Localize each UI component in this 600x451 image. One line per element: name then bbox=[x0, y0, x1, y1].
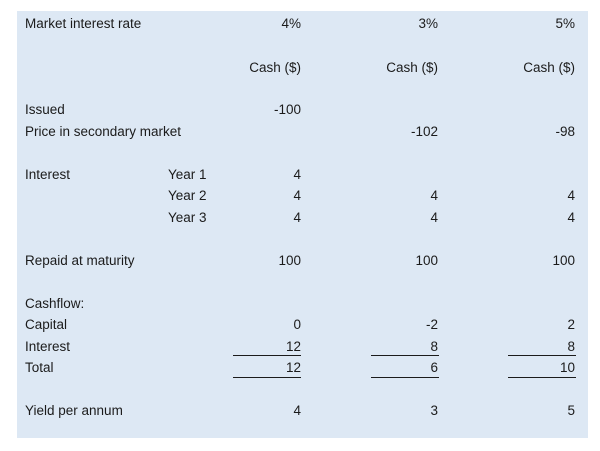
cashflow-interest-col-1: 12 bbox=[285, 339, 301, 354]
secondary-price-label: Price in secondary market bbox=[25, 124, 182, 139]
cashflow-interest-label: Interest bbox=[25, 339, 71, 354]
year-2-col-2: 4 bbox=[430, 188, 438, 203]
total-label: Total bbox=[25, 360, 54, 375]
year-3-col-2: 4 bbox=[430, 210, 438, 225]
total-top-rule bbox=[508, 355, 576, 356]
interest-label: Interest bbox=[25, 167, 71, 182]
cashflow-interest-col-2: 8 bbox=[430, 339, 438, 354]
yield-col-2: 3 bbox=[430, 403, 438, 418]
capital-label: Capital bbox=[25, 317, 68, 332]
year-2-col-1: 4 bbox=[293, 188, 301, 203]
secondary-price-col-3: -98 bbox=[555, 124, 575, 139]
year-3-col-3: 4 bbox=[567, 210, 575, 225]
repaid-col-2: 100 bbox=[415, 253, 438, 268]
bond-yield-table: Market interest rate 4% 3% 5% Cash ($) C… bbox=[17, 11, 588, 438]
capital-col-2: -2 bbox=[425, 317, 438, 332]
total-top-rule bbox=[371, 355, 439, 356]
year-1-label: Year 1 bbox=[168, 167, 207, 182]
year-2-label: Year 2 bbox=[168, 188, 207, 203]
yield-col-1: 4 bbox=[293, 403, 301, 418]
capital-col-1: 0 bbox=[293, 317, 301, 332]
cash-header-col-2: Cash ($) bbox=[386, 60, 438, 75]
cashflow-interest-col-3: 8 bbox=[567, 339, 575, 354]
market-interest-rate-label: Market interest rate bbox=[25, 16, 142, 31]
total-bottom-rule bbox=[233, 377, 301, 378]
total-col-1: 12 bbox=[285, 360, 301, 375]
yield-col-3: 5 bbox=[567, 403, 575, 418]
year-1-col-1: 4 bbox=[293, 167, 301, 182]
repaid-col-3: 100 bbox=[552, 253, 575, 268]
capital-col-3: 2 bbox=[567, 317, 575, 332]
total-col-3: 10 bbox=[559, 360, 575, 375]
cash-header-col-1: Cash ($) bbox=[249, 60, 301, 75]
secondary-price-col-2: -102 bbox=[410, 124, 438, 139]
repaid-label: Repaid at maturity bbox=[25, 253, 135, 268]
rate-col-3: 5% bbox=[555, 16, 575, 31]
cash-header-col-3: Cash ($) bbox=[523, 60, 575, 75]
total-bottom-rule bbox=[371, 377, 439, 378]
issued-label: Issued bbox=[25, 102, 65, 117]
issued-col-1: -100 bbox=[273, 102, 301, 117]
yield-label: Yield per annum bbox=[25, 403, 123, 418]
cashflow-label: Cashflow: bbox=[25, 296, 85, 311]
total-top-rule bbox=[233, 355, 301, 356]
total-col-2: 6 bbox=[430, 360, 438, 375]
rate-col-1: 4% bbox=[281, 16, 301, 31]
year-3-label: Year 3 bbox=[168, 210, 207, 225]
year-2-col-3: 4 bbox=[567, 188, 575, 203]
rate-col-2: 3% bbox=[418, 16, 438, 31]
total-bottom-rule bbox=[508, 377, 576, 378]
repaid-col-1: 100 bbox=[278, 253, 301, 268]
year-3-col-1: 4 bbox=[293, 210, 301, 225]
